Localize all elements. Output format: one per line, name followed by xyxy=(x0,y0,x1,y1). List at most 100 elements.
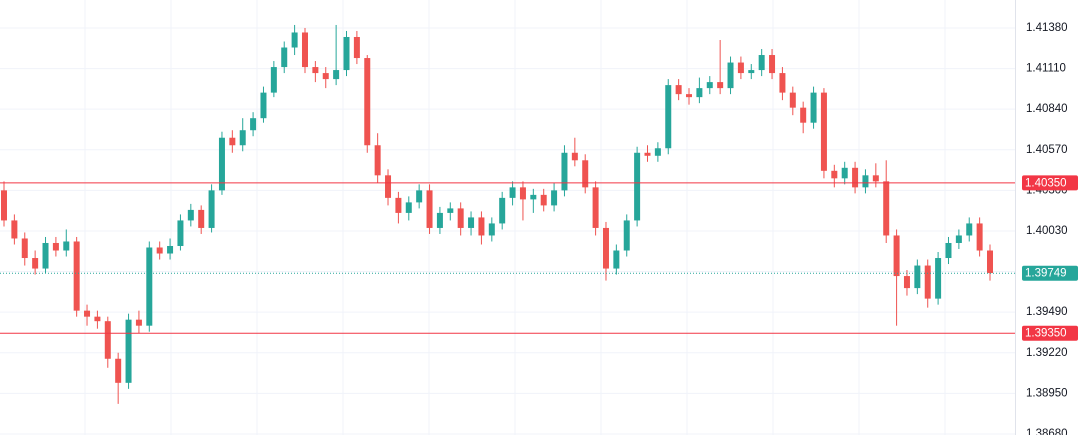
candle-body xyxy=(146,247,153,326)
candle-body xyxy=(135,319,142,326)
candle-body xyxy=(748,70,755,74)
candle-body xyxy=(862,175,869,188)
candle-body xyxy=(63,241,70,251)
candle-body xyxy=(706,82,713,89)
candle-body xyxy=(291,32,298,48)
y-tick-label: 1.39220 xyxy=(1026,347,1068,359)
candle-body xyxy=(416,190,423,203)
candle-body xyxy=(177,220,184,246)
candle-body xyxy=(405,202,412,213)
candle-body xyxy=(84,310,91,317)
candle-body xyxy=(883,181,890,236)
candle-body xyxy=(654,148,661,156)
y-tick-label: 1.41110 xyxy=(1026,63,1066,75)
candle-body xyxy=(800,107,807,123)
candle-body xyxy=(11,220,18,239)
candle-body xyxy=(198,209,205,228)
candle-body xyxy=(789,92,796,108)
candle-body xyxy=(987,250,993,274)
candle-body xyxy=(758,55,765,71)
candle-body xyxy=(769,55,776,74)
candle-body xyxy=(125,319,132,383)
candle-body xyxy=(229,137,236,146)
candle-body xyxy=(218,137,225,191)
candle-body xyxy=(696,88,703,98)
candle-body xyxy=(914,265,921,289)
candle-body xyxy=(32,258,39,269)
candle-body xyxy=(945,242,952,259)
candle-body xyxy=(955,235,962,243)
candle-body xyxy=(301,32,308,68)
candle-body xyxy=(519,187,526,200)
candle-body xyxy=(966,223,973,236)
candle-body xyxy=(167,245,174,254)
candle-body xyxy=(457,208,464,228)
candle-body xyxy=(841,167,848,179)
candle-body xyxy=(478,217,485,236)
y-tick-label: 1.40840 xyxy=(1026,103,1068,115)
candle-body xyxy=(104,321,111,359)
candle-body xyxy=(115,358,122,383)
candle-body xyxy=(831,170,838,179)
y-tick-label: 1.38950 xyxy=(1026,387,1068,399)
candle-body xyxy=(935,258,942,299)
candle-body xyxy=(468,217,475,228)
candle-body xyxy=(634,152,641,221)
candle-body xyxy=(281,47,288,68)
candle-body xyxy=(623,220,630,251)
candle-body xyxy=(312,67,319,74)
candle-body xyxy=(571,152,578,161)
candle-body xyxy=(250,118,257,131)
candle-body xyxy=(208,190,215,228)
y-tick-label: 1.40570 xyxy=(1026,144,1068,156)
candle-body xyxy=(644,152,651,156)
candle-body xyxy=(665,85,672,149)
price-label: 1.39749 xyxy=(1025,268,1067,280)
candle-body xyxy=(156,247,163,254)
candle-body xyxy=(717,82,724,89)
candle-body xyxy=(530,194,537,200)
price-label-bg xyxy=(1022,325,1078,341)
candle-body xyxy=(322,73,329,80)
candle-body xyxy=(353,36,360,59)
candle-body xyxy=(675,85,682,95)
candle-body xyxy=(976,223,983,251)
candle-body xyxy=(540,194,547,206)
y-tick-label: 1.38680 xyxy=(1026,428,1068,435)
price-label: 1.39350 xyxy=(1025,328,1067,340)
candle-body xyxy=(94,316,101,322)
candle-body xyxy=(924,265,931,299)
candle-body xyxy=(551,190,558,206)
candle-body xyxy=(436,212,443,228)
candle-body xyxy=(374,145,381,176)
price-label: 1.40350 xyxy=(1025,177,1067,189)
candle-body xyxy=(779,73,786,93)
candle-body xyxy=(737,62,744,74)
candle-body xyxy=(820,92,827,171)
price-label-bg xyxy=(1022,175,1078,191)
candle-body xyxy=(239,130,246,146)
candle-body xyxy=(1,190,7,221)
y-tick-label: 1.40030 xyxy=(1026,225,1068,237)
y-tick-label: 1.39490 xyxy=(1026,306,1068,318)
candle-body xyxy=(343,36,350,71)
candle-body xyxy=(872,175,879,182)
candle-body xyxy=(270,67,277,93)
y-tick-label: 1.41380 xyxy=(1026,22,1068,34)
candle-body xyxy=(260,92,267,119)
candle-body xyxy=(686,94,693,98)
candle-body xyxy=(385,175,392,198)
candle-body xyxy=(893,235,900,277)
candle-body xyxy=(187,209,194,221)
candle-body xyxy=(21,238,28,259)
candle-body xyxy=(499,197,506,224)
candle-body xyxy=(52,242,59,251)
candle-body xyxy=(727,62,734,89)
candle-body xyxy=(852,167,859,188)
candle-body xyxy=(509,187,516,198)
candle-body xyxy=(810,92,817,123)
candle-body xyxy=(561,152,568,191)
candle-body xyxy=(488,223,495,236)
candle-body xyxy=(613,250,620,269)
